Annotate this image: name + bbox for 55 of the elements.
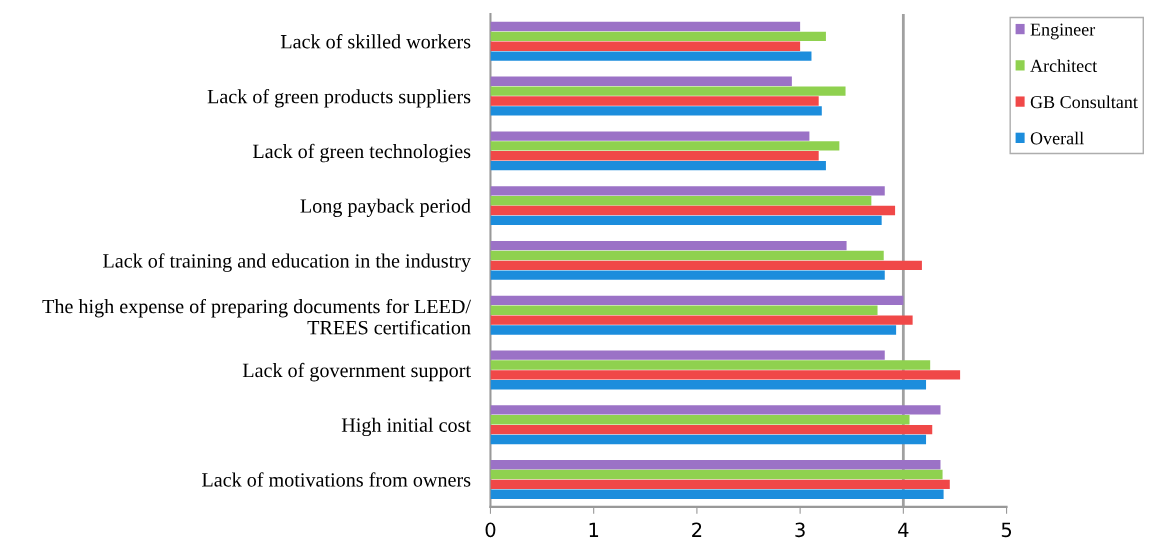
bar	[490, 196, 872, 206]
legend-label: Overall	[1030, 131, 1084, 145]
bar	[490, 370, 961, 380]
bar	[490, 106, 822, 116]
bar	[490, 295, 904, 306]
bar	[490, 76, 792, 86]
x-tick-label: 4	[898, 522, 909, 537]
y-tick-label: Lack of green technologies	[252, 143, 471, 163]
bar	[490, 151, 819, 161]
bar	[490, 51, 812, 61]
bar	[490, 240, 847, 251]
bar	[490, 469, 943, 480]
bar	[490, 489, 944, 499]
bar	[490, 270, 885, 280]
x-tick-label: 1	[589, 522, 599, 537]
bar	[490, 380, 927, 390]
bar	[490, 186, 885, 196]
y-tick-label: The high expense of preparing documents for LEED/ TREES certification	[42, 298, 472, 335]
x-tick-label: 5	[1001, 522, 1012, 538]
bar	[490, 434, 927, 445]
bar	[490, 315, 913, 325]
bar	[490, 86, 846, 96]
bar	[490, 96, 819, 106]
y-tick-label: Lack of green products suppliers	[207, 88, 471, 108]
bar	[490, 21, 801, 32]
bar	[490, 360, 931, 370]
y-tick-label: Lack of skilled workers	[280, 34, 471, 49]
bar	[490, 141, 840, 151]
bar	[490, 250, 884, 261]
y-tick-label: Long payback period	[300, 198, 471, 217]
bar	[490, 160, 826, 171]
bar	[490, 131, 810, 141]
bar	[490, 41, 801, 51]
y-tick-label: Lack of training and education in the industry	[103, 253, 471, 272]
bar	[490, 205, 896, 216]
legend-label: Architect	[1030, 59, 1098, 72]
legend-label: Engineer	[1030, 23, 1096, 40]
legend-label: GB Consultant	[1030, 95, 1138, 109]
y-tick-label: High initial cost	[341, 417, 471, 437]
bar	[490, 305, 878, 315]
bar	[490, 479, 950, 490]
bar	[490, 215, 882, 226]
bar	[490, 415, 910, 425]
bar	[490, 424, 933, 435]
x-tick-label: 2	[692, 522, 702, 537]
bar	[490, 325, 897, 335]
x-tick-label: 0	[485, 522, 496, 538]
y-tick-label: Lack of motivations from owners	[202, 472, 471, 487]
bar	[490, 260, 922, 271]
bar	[490, 405, 941, 415]
bar	[490, 350, 885, 360]
bar	[490, 31, 826, 42]
bar	[490, 460, 941, 470]
x-tick-label: 3	[795, 522, 805, 538]
y-tick-label: Lack of government support	[242, 362, 471, 382]
